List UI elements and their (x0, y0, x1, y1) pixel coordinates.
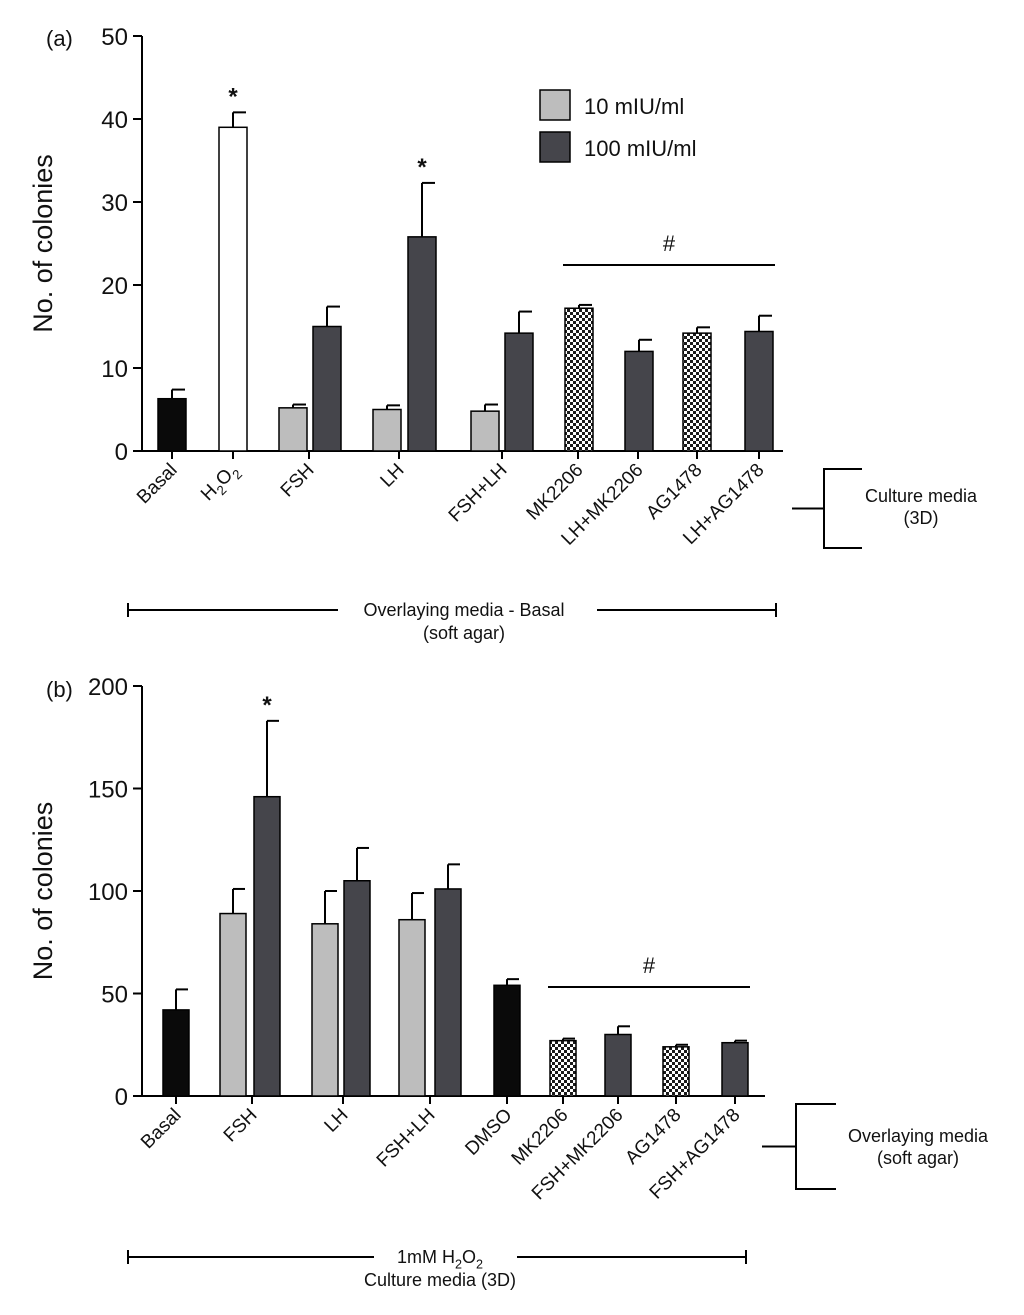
x-tick-label-lh: LH (321, 1105, 353, 1137)
bar-mk2206-checker (564, 307, 594, 452)
y-tick-label: 100 (88, 879, 128, 906)
bar-h2o2-h2o2 (218, 126, 248, 452)
x-tick-label-basal: Basal (137, 1105, 185, 1153)
y-axis-label: No. of colonies (28, 154, 58, 333)
bar-fsh-dose_high (253, 795, 281, 1097)
bottom-label-line1: Overlaying media - Basal (363, 600, 564, 620)
bar-ag1478-checker (682, 332, 712, 452)
y-axis-label: No. of colonies (28, 802, 58, 981)
bar-lh-ag1478-dose_high (744, 330, 774, 452)
x-tick-label-h2o2: H2O2 (197, 460, 245, 508)
y-tick-label: 50 (101, 982, 128, 1009)
bar-fsh-lh-dose_low (470, 410, 500, 452)
y-tick-label: 50 (101, 24, 128, 51)
x-tick-label-ag1478: AG1478 (642, 460, 706, 524)
y-tick-label: 150 (88, 777, 128, 804)
x-tick-label-fsh-lh: FSH+LH (445, 460, 512, 527)
bar-ag1478-checker (662, 1046, 690, 1097)
y-tick-label: 0 (115, 439, 128, 466)
y-tick-label: 0 (115, 1084, 128, 1111)
panel-a-chart: (a) 0 10 20 30 40 50 No. of colonies Basal H2O2 FS… (28, 24, 978, 643)
bar-fsh-dose_low (219, 912, 247, 1097)
legend-label-dose_high: 100 mIU/ml (584, 136, 696, 161)
bar-lh-dose_low (372, 408, 402, 452)
bar-lh-dose_low (311, 923, 339, 1097)
bar-fsh-dose_high (312, 325, 342, 452)
y-tick-label: 10 (101, 356, 128, 383)
x-tick-label-fsh: FSH (277, 460, 319, 502)
y-tick-label: 20 (101, 273, 128, 300)
significance-star-fsh: * (262, 692, 272, 719)
bar-lh-dose_high (343, 880, 371, 1097)
bottom-label-line2: (soft agar) (423, 623, 505, 643)
significance-star-lh: * (417, 154, 427, 181)
legend-swatch-dose_low (539, 89, 571, 121)
bar-fsh-ag1478-dose_high (721, 1041, 749, 1097)
legend-swatch-dose_high (539, 131, 571, 163)
bar-mk2206-checker (549, 1039, 577, 1097)
bar-fsh-lh-dose_low (398, 918, 426, 1097)
panel-label: (b) (46, 677, 73, 702)
right-bracket (762, 1103, 836, 1190)
significance-hash: # (643, 953, 656, 978)
bar-basal-basal (157, 397, 187, 452)
bracket-label-line1: Overlaying media (848, 1126, 989, 1146)
bar-dmso-basal (493, 984, 521, 1097)
panel-label: (a) (46, 26, 73, 51)
bracket-label-line1: Culture media (865, 486, 978, 506)
bottom-label-line1: 1mM H2O2 (397, 1247, 483, 1271)
bar-lh-mk2206-dose_high (624, 350, 654, 452)
bar-fsh-mk2206-dose_high (604, 1033, 632, 1097)
significance-star-h2o2: * (228, 83, 238, 110)
x-tick-label-basal: Basal (133, 460, 181, 508)
x-tick-label-lh: LH (377, 460, 409, 492)
bar-lh-dose_high (407, 236, 437, 452)
bracket-label-line2: (3D) (904, 508, 939, 528)
y-tick-label: 40 (101, 107, 128, 134)
bar-fsh-lh-dose_high (434, 888, 462, 1097)
legend-label-dose_low: 10 mIU/ml (584, 94, 684, 119)
bar-basal-basal (162, 1009, 190, 1097)
bar-fsh-lh-dose_high (504, 332, 534, 452)
significance-hash: # (663, 231, 676, 256)
panel-b-chart: (b) 0 50 100 150 200 No. of colonies Basal FSH LH… (28, 674, 989, 1290)
right-bracket (792, 468, 862, 549)
x-tick-label-fsh: FSH (220, 1105, 262, 1147)
x-tick-label-dmso: DMSO (461, 1105, 516, 1160)
bracket-label-line2: (soft agar) (877, 1148, 959, 1168)
bottom-label-line2: Culture media (3D) (364, 1270, 516, 1290)
bar-fsh-dose_low (278, 407, 308, 452)
y-tick-label: 30 (101, 190, 128, 217)
y-tick-label: 200 (88, 674, 128, 701)
x-tick-label-fsh-lh: FSH+LH (373, 1105, 440, 1172)
